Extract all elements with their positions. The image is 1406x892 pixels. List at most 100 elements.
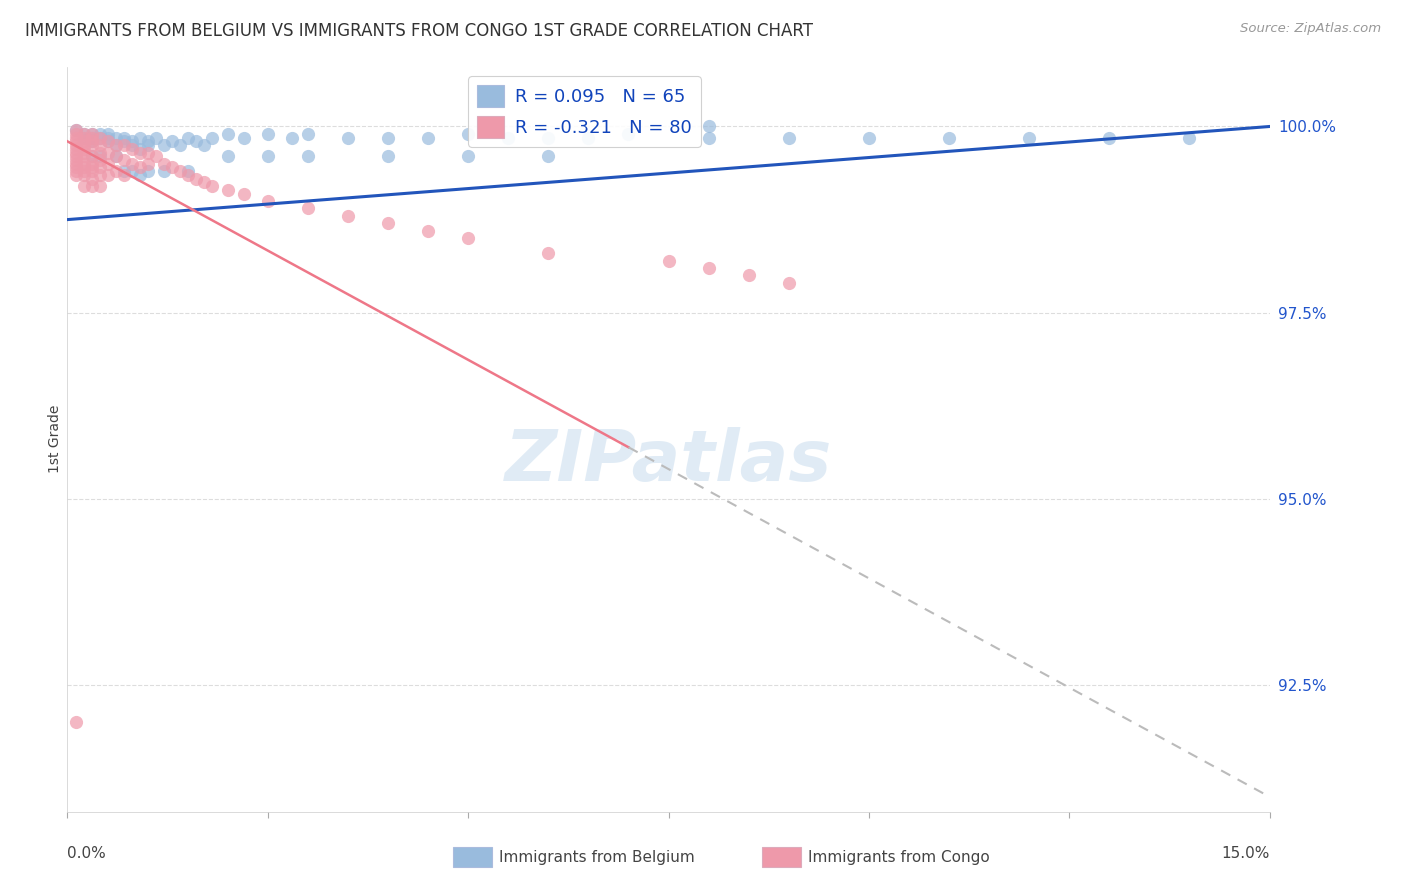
Point xyxy=(96,130,118,145)
Point xyxy=(217,127,239,141)
Point xyxy=(232,186,254,201)
Point xyxy=(1178,130,1201,145)
Point xyxy=(697,130,720,145)
Point xyxy=(89,153,111,167)
Point xyxy=(112,138,135,153)
Point xyxy=(65,123,87,137)
Point xyxy=(65,138,87,153)
Point xyxy=(72,127,94,141)
Point xyxy=(72,130,94,145)
Point xyxy=(184,134,207,148)
Point xyxy=(337,209,360,223)
Point xyxy=(96,157,118,171)
Point xyxy=(104,164,127,178)
Point xyxy=(104,130,127,145)
Point xyxy=(457,127,479,141)
Point xyxy=(121,134,143,148)
Point xyxy=(416,224,439,238)
Point xyxy=(737,268,759,283)
Point xyxy=(65,142,87,156)
Point xyxy=(96,127,118,141)
Point xyxy=(184,171,207,186)
Point xyxy=(169,164,191,178)
Point xyxy=(858,130,880,145)
Point xyxy=(112,164,135,178)
Point xyxy=(938,130,960,145)
Point xyxy=(152,164,174,178)
Point xyxy=(778,276,800,290)
Point xyxy=(72,179,94,194)
Point xyxy=(217,149,239,163)
Point xyxy=(80,161,103,175)
Point xyxy=(80,149,103,163)
Point xyxy=(1098,130,1121,145)
Point xyxy=(80,138,103,153)
Point xyxy=(112,130,135,145)
Point xyxy=(65,127,87,141)
Point xyxy=(72,149,94,163)
Point xyxy=(232,130,254,145)
Point xyxy=(80,127,103,141)
Y-axis label: 1st Grade: 1st Grade xyxy=(48,405,62,474)
Point xyxy=(80,149,103,163)
Point xyxy=(65,153,87,167)
Point xyxy=(128,168,150,182)
Point xyxy=(193,138,215,153)
Point xyxy=(65,715,87,730)
Point xyxy=(104,149,127,163)
Point xyxy=(65,149,87,163)
Point xyxy=(136,157,159,171)
Point xyxy=(697,120,720,134)
Point xyxy=(72,142,94,156)
Point xyxy=(96,168,118,182)
Text: 0.0%: 0.0% xyxy=(67,846,107,861)
Point xyxy=(80,179,103,194)
Point xyxy=(193,175,215,189)
Point xyxy=(80,127,103,141)
Point xyxy=(65,157,87,171)
Point xyxy=(578,130,600,145)
Point xyxy=(72,157,94,171)
Point xyxy=(80,130,103,145)
Point xyxy=(89,161,111,175)
Point xyxy=(72,130,94,145)
Point xyxy=(72,164,94,178)
Point xyxy=(80,134,103,148)
Point xyxy=(96,145,118,160)
Text: Source: ZipAtlas.com: Source: ZipAtlas.com xyxy=(1240,22,1381,36)
Point xyxy=(80,164,103,178)
Point xyxy=(169,138,191,153)
Point xyxy=(65,123,87,137)
Point xyxy=(145,149,167,163)
Point xyxy=(177,130,200,145)
Point xyxy=(145,130,167,145)
Point xyxy=(65,164,87,178)
Point xyxy=(104,149,127,163)
Point xyxy=(65,161,87,175)
Point xyxy=(152,138,174,153)
Point xyxy=(72,134,94,148)
Point xyxy=(537,246,560,260)
Point xyxy=(297,149,319,163)
Point xyxy=(1018,130,1040,145)
Point xyxy=(537,149,560,163)
Legend: R = 0.095   N = 65, R = -0.321   N = 80: R = 0.095 N = 65, R = -0.321 N = 80 xyxy=(468,76,700,147)
Point xyxy=(112,134,135,148)
Text: ZIPatlas: ZIPatlas xyxy=(505,427,832,496)
Point xyxy=(297,127,319,141)
Point xyxy=(89,145,111,160)
Point xyxy=(377,149,399,163)
Point xyxy=(201,130,224,145)
Point xyxy=(89,138,111,153)
Point xyxy=(136,134,159,148)
Point xyxy=(89,130,111,145)
Point xyxy=(89,168,111,182)
Point xyxy=(416,130,439,145)
Point xyxy=(657,253,679,268)
Text: Immigrants from Congo: Immigrants from Congo xyxy=(808,850,990,864)
Point xyxy=(96,134,118,148)
Point xyxy=(121,142,143,156)
Point xyxy=(121,164,143,178)
Point xyxy=(65,134,87,148)
Point xyxy=(128,130,150,145)
